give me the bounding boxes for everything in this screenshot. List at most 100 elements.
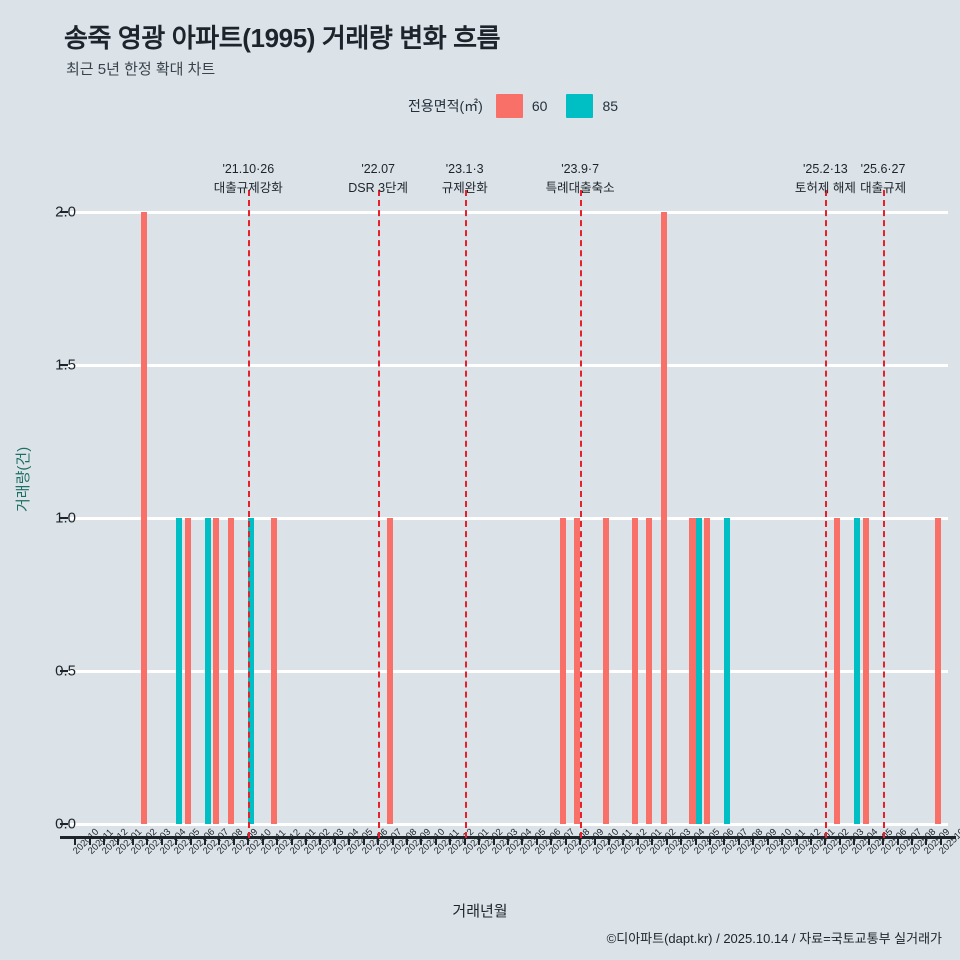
x-tick-mark: [535, 836, 538, 845]
bar-85-202407[interactable]: [724, 518, 731, 824]
x-tick-mark: [117, 836, 120, 845]
bar-60-202103[interactable]: [141, 212, 148, 824]
chart-subtitle: 최근 5년 한정 확대 차트: [66, 61, 216, 78]
x-tick-mark: [348, 836, 351, 845]
x-tick-mark: [564, 836, 567, 845]
legend-swatch-60: [495, 94, 523, 118]
bar-85-202107[interactable]: [205, 518, 212, 824]
x-tick-mark: [463, 836, 466, 845]
gridline: [68, 363, 948, 367]
annotation-line-202110: [248, 190, 251, 838]
legend-swatch-85: [566, 94, 594, 118]
x-tick-mark: [175, 836, 178, 845]
x-tick-mark: [752, 836, 755, 845]
bar-60-202309[interactable]: [574, 518, 581, 824]
x-tick-mark: [276, 836, 279, 845]
x-tick-mark: [319, 836, 322, 845]
x-tick-mark: [362, 836, 365, 845]
annotation-label-202506: '25.6·27 대출규제: [860, 162, 907, 196]
x-tick-mark: [420, 836, 423, 845]
gridline: [68, 210, 948, 214]
bar-85-202110[interactable]: [248, 518, 255, 824]
bar-60-202208[interactable]: [386, 518, 393, 824]
bar-60-202108[interactable]: [213, 518, 220, 824]
bar-85-202405[interactable]: [695, 518, 702, 824]
x-tick-mark: [795, 836, 798, 845]
x-tick-mark: [925, 836, 928, 845]
x-tick-mark: [146, 836, 149, 845]
chart-title: 송죽 영광 아파트(1995) 거래량 변화 흐름: [64, 23, 501, 53]
x-tick-mark: [189, 836, 192, 845]
x-tick-mark: [406, 836, 409, 845]
x-tick-mark: [232, 836, 235, 845]
x-tick-mark: [867, 836, 870, 845]
bar-60-202510[interactable]: [934, 518, 941, 824]
x-tick-mark: [247, 836, 250, 845]
bar-60-202505[interactable]: [862, 518, 869, 824]
x-tick-mark: [737, 836, 740, 845]
x-tick-mark: [838, 836, 841, 845]
bar-60-202406[interactable]: [703, 518, 710, 824]
x-tick-mark: [492, 836, 495, 845]
y-tick-mark: [60, 823, 68, 825]
legend-label-85: 85: [602, 98, 619, 114]
x-tick-mark: [607, 836, 610, 845]
x-tick-mark: [939, 836, 942, 845]
bar-60-202106[interactable]: [184, 518, 191, 824]
bar-60-202311[interactable]: [602, 518, 609, 824]
bar-60-202402[interactable]: [646, 518, 653, 824]
x-tick-mark: [723, 836, 726, 845]
x-tick-mark: [74, 836, 77, 845]
annotation-line-202301: [464, 190, 467, 838]
x-tick-mark: [333, 836, 336, 845]
x-tick-mark: [391, 836, 394, 845]
chart-legend: 전용면적(㎡) 60 85: [408, 94, 628, 118]
x-tick-mark: [708, 836, 711, 845]
bar-60-202109[interactable]: [227, 518, 234, 824]
bar-85-202504[interactable]: [854, 518, 861, 824]
bar-60-202503[interactable]: [833, 518, 840, 824]
x-tick-mark: [377, 836, 380, 845]
x-tick-mark: [261, 836, 264, 845]
x-tick-mark: [824, 836, 827, 845]
gridline: [68, 516, 948, 520]
y-tick-mark: [60, 211, 68, 213]
y-axis-label: 거래량(건): [15, 446, 32, 512]
x-tick-mark: [478, 836, 481, 845]
x-tick-mark: [290, 836, 293, 845]
annotation-label-202309: '23.9·7 특례대출축소: [545, 162, 615, 196]
x-tick-mark: [781, 836, 784, 845]
annotation-line-202502: [825, 190, 828, 838]
bar-60-202405[interactable]: [689, 518, 696, 824]
x-axis-label: 거래년월: [452, 903, 508, 920]
x-tick-mark: [593, 836, 596, 845]
x-tick-mark: [204, 836, 207, 845]
x-tick-mark: [636, 836, 639, 845]
x-tick-mark: [218, 836, 221, 845]
bar-60-202401[interactable]: [631, 518, 638, 824]
bar-85-202105[interactable]: [176, 518, 183, 824]
x-tick-mark: [694, 836, 697, 845]
x-tick-mark: [434, 836, 437, 845]
annotation-label-202207: '22.07 DSR 3단계: [348, 162, 409, 196]
x-tick-mark: [103, 836, 106, 845]
bar-60-202112[interactable]: [271, 518, 278, 824]
x-tick-mark: [160, 836, 163, 845]
x-tick-mark: [766, 836, 769, 845]
y-tick-mark: [60, 517, 68, 519]
x-tick-mark: [809, 836, 812, 845]
gridline: [68, 822, 948, 826]
x-tick-mark: [449, 836, 452, 845]
x-tick-mark: [521, 836, 524, 845]
credit-text: ©디아파트(dapt.kr) / 2025.10.14 / 자료=국토교통부 실…: [606, 931, 942, 946]
annotation-label-202502: '25.2·13 토허제 해제: [794, 162, 856, 196]
annotation-label-202110: '21.10·26 대출규제강화: [213, 162, 283, 196]
legend-label-60: 60: [531, 98, 548, 114]
legend-title: 전용면적(㎡): [408, 98, 483, 114]
x-tick-mark: [680, 836, 683, 845]
annotation-label-202301: '23.1·3 규제완화: [441, 162, 488, 196]
bar-60-202308[interactable]: [559, 518, 566, 824]
x-tick-mark: [507, 836, 509, 845]
plot-area: [68, 210, 948, 826]
bar-60-202403[interactable]: [660, 212, 667, 824]
